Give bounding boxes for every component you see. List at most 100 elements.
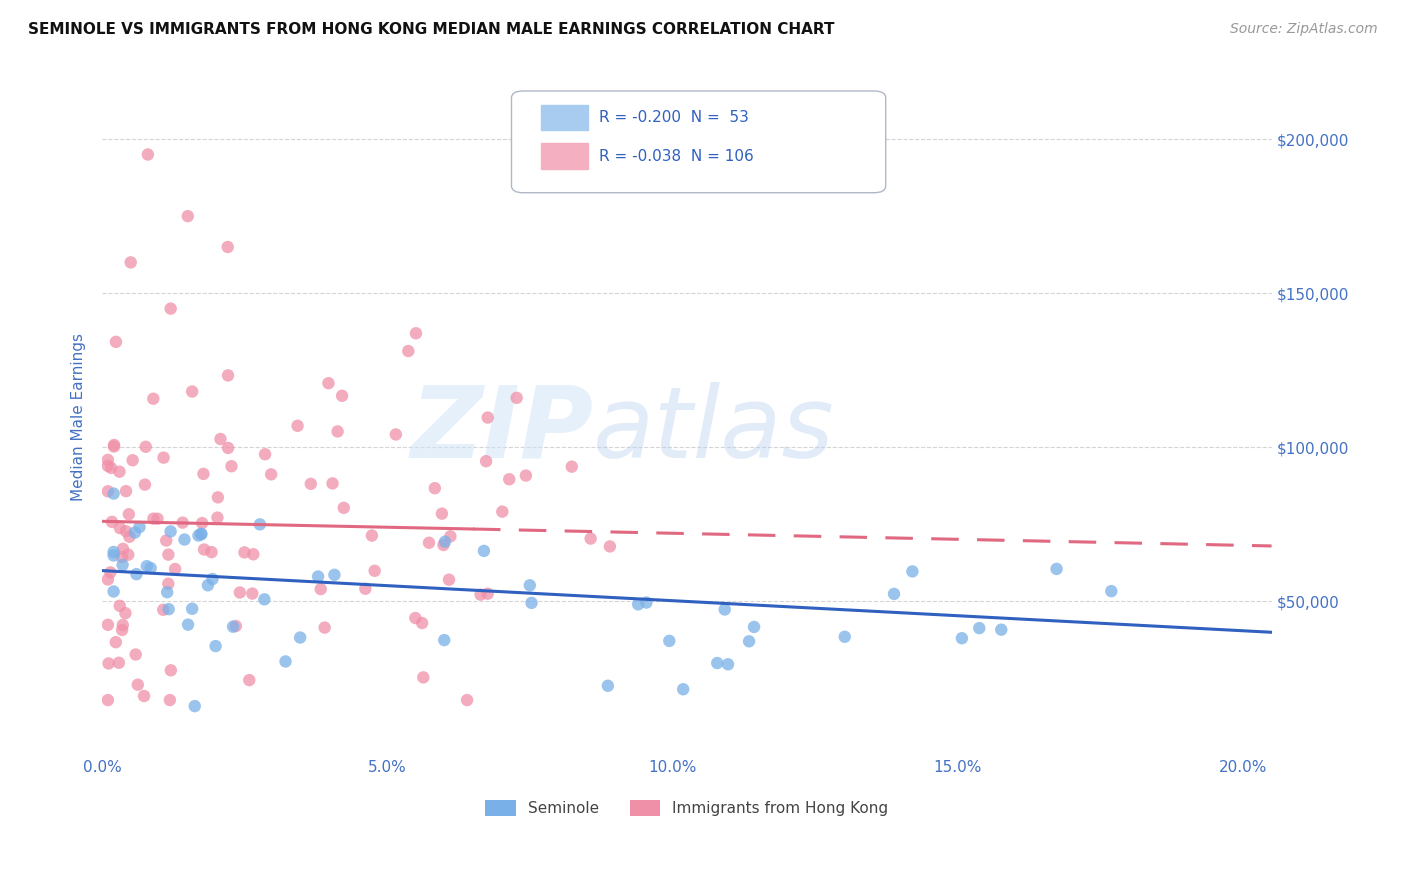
Point — [238, 673, 260, 687]
Point — [411, 615, 433, 630]
Point — [177, 209, 200, 223]
Point — [108, 465, 131, 479]
Point — [173, 533, 195, 547]
Point — [157, 576, 180, 591]
Point — [128, 520, 150, 534]
Point — [322, 476, 344, 491]
Point — [103, 584, 125, 599]
Point — [207, 491, 229, 505]
Text: Source: ZipAtlas.com: Source: ZipAtlas.com — [1230, 22, 1378, 37]
Point — [1099, 584, 1122, 599]
Point — [111, 623, 134, 637]
Point — [432, 538, 454, 552]
Point — [97, 484, 120, 499]
Point — [883, 587, 905, 601]
Point — [326, 425, 349, 439]
Point — [191, 516, 214, 530]
Point — [287, 418, 309, 433]
Point — [363, 564, 385, 578]
Point — [627, 597, 650, 611]
Point — [125, 648, 148, 662]
Point — [742, 620, 765, 634]
Point — [97, 693, 120, 707]
Legend: Seminole, Immigrants from Hong Kong: Seminole, Immigrants from Hong Kong — [479, 794, 894, 822]
Point — [901, 565, 924, 579]
Point — [100, 566, 122, 580]
Point — [134, 477, 156, 491]
Point — [152, 450, 174, 465]
Point — [100, 461, 122, 475]
Point — [114, 606, 136, 620]
Point — [456, 693, 478, 707]
Point — [332, 500, 354, 515]
Point — [193, 467, 215, 481]
Point — [97, 657, 120, 671]
Point — [706, 656, 728, 670]
Point — [307, 569, 329, 583]
Point — [990, 623, 1012, 637]
Point — [288, 631, 311, 645]
Point — [124, 525, 146, 540]
Point — [118, 508, 141, 522]
Point — [412, 670, 434, 684]
Point — [197, 578, 219, 592]
Point — [950, 632, 973, 646]
Point — [579, 532, 602, 546]
Point — [139, 561, 162, 575]
Point — [190, 527, 212, 541]
Point — [254, 447, 277, 461]
Point — [97, 573, 120, 587]
Point — [318, 376, 340, 391]
Point — [599, 540, 621, 554]
Point — [477, 410, 499, 425]
Point — [405, 326, 427, 341]
Point — [309, 582, 332, 596]
Point — [135, 440, 157, 454]
Point — [103, 545, 125, 559]
Point — [834, 630, 856, 644]
Point — [111, 618, 134, 632]
Point — [437, 573, 460, 587]
Point — [385, 427, 408, 442]
Point — [181, 384, 204, 399]
Point — [260, 467, 283, 482]
Point — [132, 689, 155, 703]
Point — [354, 582, 377, 596]
Point — [184, 699, 207, 714]
Point — [108, 599, 131, 613]
Point — [515, 468, 537, 483]
Point — [159, 301, 181, 316]
Point — [181, 601, 204, 615]
Point — [505, 391, 527, 405]
Point — [519, 578, 541, 592]
Point — [187, 528, 209, 542]
Point — [159, 663, 181, 677]
Point — [323, 567, 346, 582]
Point — [135, 559, 157, 574]
Point — [136, 147, 159, 161]
Point — [121, 453, 143, 467]
Point — [222, 620, 245, 634]
Point — [636, 595, 658, 609]
Point — [108, 656, 131, 670]
Point — [177, 617, 200, 632]
Point — [672, 682, 695, 697]
Text: atlas: atlas — [593, 382, 835, 479]
Point — [104, 334, 127, 349]
Point — [111, 549, 134, 564]
Point — [249, 517, 271, 532]
Point — [159, 693, 181, 707]
Point — [242, 547, 264, 561]
Point — [142, 392, 165, 406]
Point — [97, 617, 120, 632]
Text: R = -0.200  N =  53: R = -0.200 N = 53 — [599, 110, 749, 125]
Point — [159, 524, 181, 539]
Point — [157, 602, 180, 616]
Point — [418, 535, 440, 549]
Point — [423, 481, 446, 495]
Point — [229, 585, 252, 599]
Point — [120, 255, 142, 269]
Point — [103, 486, 125, 500]
Point — [115, 484, 138, 499]
Point — [520, 596, 543, 610]
